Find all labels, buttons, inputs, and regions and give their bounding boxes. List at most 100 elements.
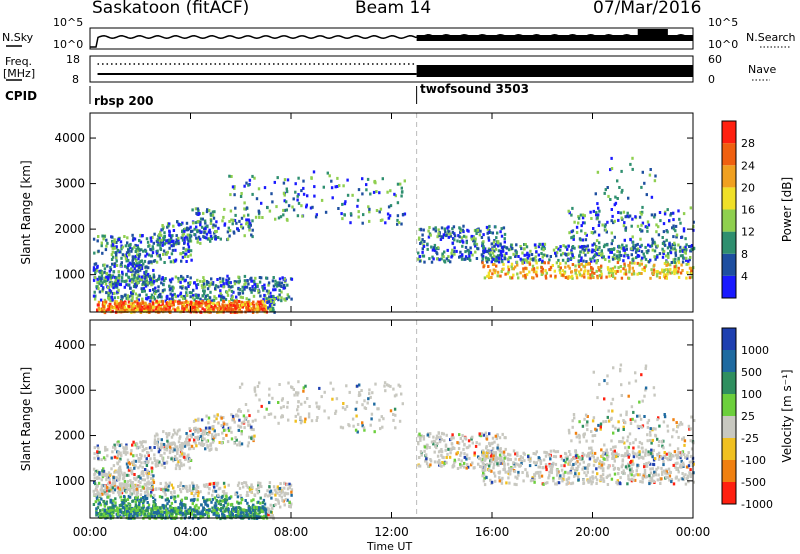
heatmap-cell (153, 459, 157, 463)
heatmap-cell (666, 252, 670, 256)
heatmap-cell (592, 276, 595, 279)
heatmap-cell (214, 304, 217, 308)
heatmap-cell (258, 515, 261, 519)
heatmap-cell (140, 278, 144, 282)
heatmap-cell (215, 508, 219, 512)
heatmap-cell (97, 446, 100, 450)
heatmap-cell (269, 300, 272, 304)
heatmap-cell (595, 252, 598, 256)
heatmap-cell (131, 258, 135, 261)
heatmap-cell (616, 269, 619, 273)
heatmap-cell (680, 263, 683, 267)
heatmap-cell (620, 276, 624, 280)
heatmap-cell (128, 305, 131, 309)
heatmap-cell (166, 433, 169, 437)
heatmap-cell (673, 272, 676, 276)
heatmap-cell (270, 192, 273, 196)
heatmap-cell (142, 287, 146, 291)
heatmap-cell (152, 503, 155, 507)
heatmap-cell (229, 512, 232, 515)
heatmap-cell (201, 512, 204, 516)
heatmap-cell (607, 194, 610, 198)
heatmap-cell (167, 455, 170, 459)
heatmap-cell (117, 451, 120, 455)
heatmap-cell (115, 276, 118, 280)
heatmap-cell (485, 225, 489, 229)
heatmap-cell (137, 254, 141, 258)
heatmap-cell (419, 242, 422, 245)
heatmap-cell (595, 246, 598, 250)
heatmap-cell (110, 295, 113, 299)
heatmap-cell (487, 231, 491, 234)
heatmap-cell (263, 415, 266, 419)
y-tick-label: 1000 (54, 268, 85, 282)
heatmap-cell (250, 427, 253, 431)
heatmap-cell (142, 275, 145, 279)
heatmap-cell (221, 279, 225, 283)
heatmap-cell (158, 233, 161, 237)
heatmap-cell (120, 261, 123, 265)
heatmap-cell (150, 466, 154, 470)
heatmap-cell (108, 481, 111, 485)
heatmap-cell (596, 202, 599, 206)
heatmap-cell (177, 222, 180, 226)
heatmap-cell (610, 231, 613, 235)
heatmap-cell (196, 296, 200, 300)
heatmap-cell (492, 258, 495, 261)
heatmap-cell (173, 448, 176, 452)
heatmap-cell (112, 499, 115, 503)
heatmap-cell (302, 386, 305, 390)
heatmap-cell (118, 283, 122, 286)
heatmap-cell (188, 303, 192, 307)
heatmap-cell (386, 190, 389, 194)
heatmap-cell (176, 309, 179, 313)
heatmap-cell (236, 443, 239, 447)
colorbar-frame (721, 120, 737, 299)
heatmap-cell (653, 263, 656, 267)
heatmap-cell (296, 408, 299, 412)
heatmap-cell (506, 272, 509, 276)
heatmap-cell (265, 276, 268, 280)
heatmap-cell (125, 283, 128, 287)
heatmap-cell (194, 426, 197, 430)
heatmap-cell (222, 428, 226, 432)
x-axis-title: Time UT (367, 540, 413, 553)
heatmap-cell (211, 210, 215, 214)
heatmap-cell (174, 308, 177, 312)
heatmap-cell (206, 225, 209, 229)
heatmap-cell (113, 443, 116, 447)
heatmap-cell (96, 490, 99, 494)
heatmap-cell (141, 478, 144, 482)
heatmap-cell (183, 455, 186, 459)
heatmap-cell (230, 510, 233, 514)
heatmap-cell (581, 247, 584, 251)
heatmap-cell (571, 276, 574, 280)
heatmap-cell (204, 303, 208, 307)
heatmap-cell (274, 498, 278, 501)
heatmap-cell (289, 505, 292, 509)
heatmap-cell (658, 276, 661, 280)
heatmap-cell (168, 222, 171, 226)
heatmap-cell (209, 290, 212, 294)
heatmap-cell (283, 486, 286, 490)
heatmap-cell (119, 514, 122, 518)
heatmap-cell (107, 486, 110, 490)
heatmap-cell (511, 267, 514, 271)
heatmap-cell (96, 469, 99, 473)
colorbar-segment (722, 187, 736, 210)
heatmap-cell (192, 494, 196, 498)
heatmap-cell (242, 420, 245, 424)
heatmap-cell (632, 269, 635, 273)
heatmap-cell (266, 489, 269, 493)
heatmap-cell (361, 424, 364, 428)
heatmap-cell (207, 514, 210, 518)
heatmap-cell (619, 269, 622, 273)
heatmap-cell (346, 193, 350, 197)
heatmap-cell (610, 156, 613, 160)
heatmap-cell (186, 275, 189, 278)
heatmap-cell (199, 241, 202, 245)
heatmap-cell (219, 292, 222, 296)
heatmap-cell (163, 491, 167, 495)
heatmap-cell (142, 440, 145, 444)
heatmap-cell (553, 269, 556, 273)
